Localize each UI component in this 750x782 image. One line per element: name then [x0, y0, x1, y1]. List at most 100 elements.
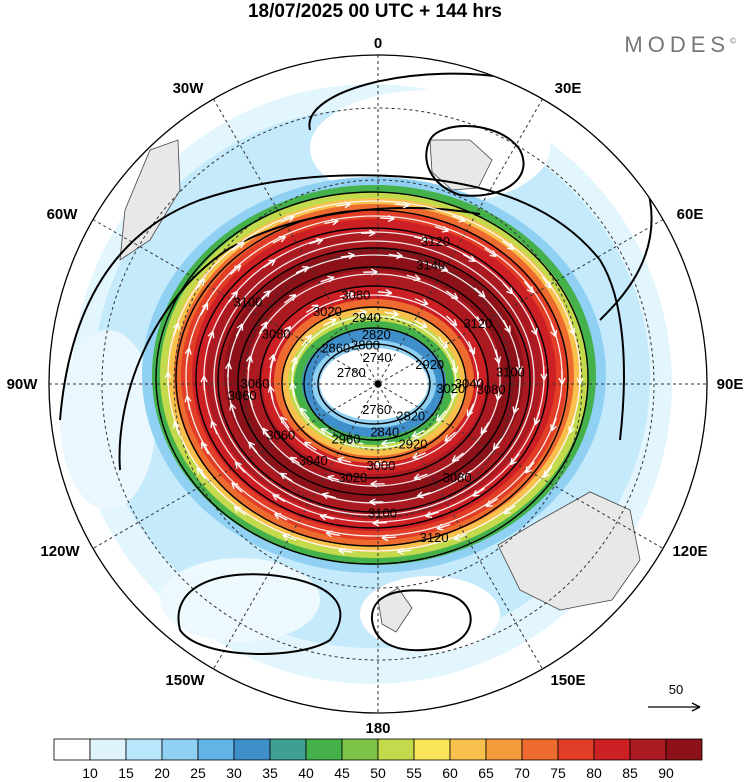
contour-label: 2840: [370, 425, 399, 440]
wind-arrow: [406, 274, 421, 282]
colorbar-tick-label: 65: [478, 765, 494, 781]
wind-arrow: [305, 304, 319, 313]
contour-label: 3120: [463, 316, 492, 331]
wind-arrow: [284, 294, 297, 304]
wind-arrow: [412, 452, 427, 460]
wind-arrow: [290, 356, 298, 371]
wind-arrow: [164, 371, 172, 386]
wind-arrow: [451, 452, 464, 462]
wind-arrow: [263, 259, 276, 269]
wind-arrow: [262, 427, 272, 440]
wind-arrow: [196, 467, 207, 480]
wind-arrow: [200, 375, 208, 391]
wind-arrow: [377, 289, 393, 297]
colorbar-bin: [125, 738, 163, 761]
wind-arrow: [229, 403, 237, 418]
contour-label: 3080: [262, 326, 291, 341]
wind-arrow: [395, 201, 410, 209]
wind-arrow: [309, 237, 324, 245]
contour-label: 3040: [299, 453, 328, 468]
wind-arrow: [320, 275, 335, 283]
wind-arrow: [282, 533, 297, 541]
lon-label-60e: 60E: [677, 206, 704, 223]
wind-arrow: [388, 251, 403, 260]
contour-label: 3120: [421, 234, 450, 249]
wind-arrow: [523, 281, 534, 294]
wind-arrow: [281, 325, 292, 338]
wind-arrow: [509, 453, 520, 466]
wind-arrow: [413, 473, 428, 481]
wind-arrow: [228, 290, 239, 303]
colorbar-tick-label: 55: [406, 765, 422, 781]
contour-label: 2920: [399, 437, 428, 452]
wind-arrow: [303, 441, 317, 451]
wind-arrow: [414, 298, 429, 306]
wind-arrow: [301, 334, 312, 346]
contour-label: 3060: [228, 388, 257, 403]
contour-label: 3080: [477, 382, 506, 397]
wind-arrow: [272, 236, 287, 244]
colorbar-bin: [269, 738, 307, 761]
contour-label: 2820: [362, 327, 391, 342]
wind-arrow: [338, 547, 353, 555]
colorbar-bin: [521, 738, 559, 761]
wind-arrow: [397, 547, 412, 555]
wind-arrow: [279, 472, 293, 482]
wind-arrow: [273, 513, 288, 521]
colorbar-bin: [197, 738, 235, 761]
contour-label: 3000: [366, 458, 395, 473]
wind-arrow: [484, 247, 497, 258]
wind-arrow: [515, 358, 524, 373]
colorbar-bin: [449, 738, 487, 761]
wind-arrow: [524, 461, 535, 474]
wind-arrow: [172, 421, 180, 436]
lon-label-30e: 30E: [555, 80, 582, 97]
map-disc: [49, 55, 707, 713]
wind-arrow: [543, 465, 553, 478]
colorbar-bin: [593, 738, 631, 761]
colorbar-bin: [53, 738, 91, 761]
wind-arrow: [494, 386, 503, 401]
colorbar-tick-label: 10: [82, 765, 98, 781]
wind-arrow: [480, 421, 490, 435]
colorbar-tick-label: 25: [190, 765, 206, 781]
wind-arrow: [474, 371, 482, 387]
wind-arrow: [258, 321, 268, 335]
contour-label: 2860: [321, 341, 350, 356]
wind-arrow: [451, 215, 466, 223]
wind-arrow: [530, 321, 538, 336]
wind-arrow: [184, 395, 192, 410]
wind-arrow: [436, 410, 447, 422]
wind-arrow: [434, 225, 449, 233]
contour-label: 3080: [341, 288, 370, 303]
wind-arrow: [231, 482, 243, 493]
wind-arrow: [502, 283, 514, 295]
wind-arrow: [325, 530, 341, 538]
contour-label: 2800: [351, 338, 380, 353]
wind-arrow: [200, 441, 210, 455]
brand-logo: MODES©: [624, 32, 736, 58]
wind-arrow: [375, 460, 390, 468]
wind-arrow: [349, 438, 364, 446]
lon-label-120e: 120E: [672, 543, 707, 560]
contour-label: 3140: [416, 258, 445, 273]
wind-arrow: [466, 403, 475, 417]
wind-arrow: [568, 320, 576, 335]
wind-arrow: [370, 480, 385, 488]
wind-arrow: [324, 218, 339, 226]
wind-arrow: [414, 235, 429, 243]
wind-arrow: [289, 456, 303, 466]
colorbar-bin: [413, 738, 451, 761]
wind-arrow: [234, 461, 246, 473]
contour-label: 3120: [420, 530, 449, 545]
wind-arrow: [450, 385, 458, 400]
wind-arrow: [436, 523, 451, 531]
colorbar-tick-label: 15: [118, 765, 134, 781]
contour-label: 3020: [313, 304, 342, 319]
wind-arrow: [576, 370, 584, 385]
contour-label: 3020: [338, 470, 367, 485]
wind-arrow: [459, 470, 472, 480]
vector-ref-arrow: [648, 702, 701, 712]
lon-label-120w: 120W: [40, 543, 80, 560]
